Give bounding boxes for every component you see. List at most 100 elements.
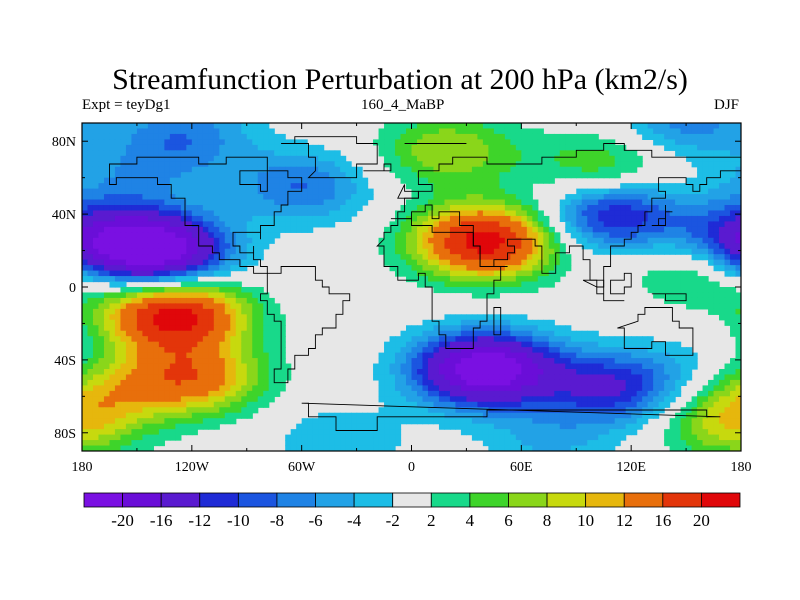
field-cell (603, 144, 610, 151)
field-cell (482, 336, 489, 343)
field-cell (521, 336, 528, 343)
field-cell (719, 259, 726, 266)
field-cell (697, 205, 704, 212)
field-cell (543, 259, 550, 266)
field-cell (191, 385, 198, 392)
field-cell (191, 205, 198, 212)
field-cell (224, 314, 231, 321)
field-cell (548, 341, 555, 348)
field-cell (241, 144, 248, 151)
field-cell (246, 221, 253, 228)
field-cell (224, 336, 231, 343)
field-cell (702, 390, 709, 397)
field-cell (510, 172, 517, 179)
field-cell (708, 161, 715, 168)
field-cell (664, 276, 671, 283)
field-cell (719, 188, 726, 195)
field-cell (334, 161, 341, 168)
field-cell (373, 423, 380, 430)
field-cell (691, 303, 698, 310)
field-cell (252, 336, 259, 343)
field-cell (241, 363, 248, 370)
field-cell (631, 390, 638, 397)
field-cell (334, 183, 341, 190)
field-cell (449, 150, 457, 157)
field-cell (504, 390, 511, 397)
field-cell (131, 412, 138, 419)
field-cell (219, 401, 226, 408)
field-cell (180, 128, 187, 135)
field-cell (103, 210, 111, 217)
field-cell (279, 358, 286, 365)
field-cell (175, 259, 182, 266)
field-cell (202, 133, 209, 140)
field-cell (98, 369, 105, 376)
field-cell (131, 292, 138, 299)
field-cell (636, 347, 643, 354)
field-cell (493, 292, 500, 299)
field-cell (153, 314, 160, 321)
field-cell (697, 215, 704, 222)
field-cell (411, 325, 418, 332)
field-cell (208, 172, 215, 179)
field-cell (153, 254, 160, 261)
field-cell (175, 341, 182, 348)
field-cell (427, 183, 435, 190)
field-cell (653, 205, 660, 212)
field-cell (219, 128, 226, 135)
field-cell (246, 374, 253, 381)
field-cell (686, 177, 693, 184)
field-cell (680, 199, 687, 206)
field-cell (307, 166, 314, 173)
field-cell (219, 150, 226, 157)
field-cell (609, 139, 616, 146)
field-cell (664, 243, 671, 250)
field-cell (334, 418, 341, 425)
field-cell (290, 161, 297, 168)
field-cell (713, 221, 720, 228)
field-cell (92, 150, 100, 157)
field-cell (263, 347, 270, 354)
field-cell (98, 128, 105, 135)
field-cell (482, 423, 489, 430)
field-cell (449, 243, 457, 250)
field-cell (92, 133, 100, 140)
field-cell (471, 314, 478, 321)
field-cell (389, 144, 396, 151)
field-cell (647, 237, 654, 244)
field-cell (471, 358, 478, 365)
field-cell (455, 188, 462, 195)
field-cell (257, 155, 264, 162)
field-cell (312, 194, 319, 201)
field-cell (274, 341, 281, 348)
field-cell (713, 155, 720, 162)
field-cell (411, 390, 418, 397)
field-cell (252, 188, 259, 195)
field-cell (554, 385, 561, 392)
field-cell (351, 205, 358, 212)
field-cell (109, 221, 116, 228)
field-cell (153, 292, 160, 299)
field-cell (224, 155, 231, 162)
field-cell (576, 385, 583, 392)
field-cell (224, 248, 231, 255)
field-cell (153, 270, 160, 277)
field-cell (460, 336, 468, 343)
field-cell (477, 287, 484, 294)
field-cell (592, 172, 599, 179)
field-cell (466, 205, 473, 212)
field-cell (268, 336, 275, 343)
field-cell (653, 243, 660, 250)
field-cell (395, 407, 402, 414)
field-cell (246, 407, 253, 414)
field-cell (653, 237, 660, 244)
field-cell (691, 226, 698, 233)
field-cell (400, 396, 407, 403)
field-cell (422, 144, 429, 151)
field-cell (103, 297, 111, 304)
field-cell (164, 336, 171, 343)
field-cell (98, 133, 105, 140)
field-cell (653, 358, 660, 365)
field-cell (98, 123, 105, 130)
field-cell (598, 237, 605, 244)
